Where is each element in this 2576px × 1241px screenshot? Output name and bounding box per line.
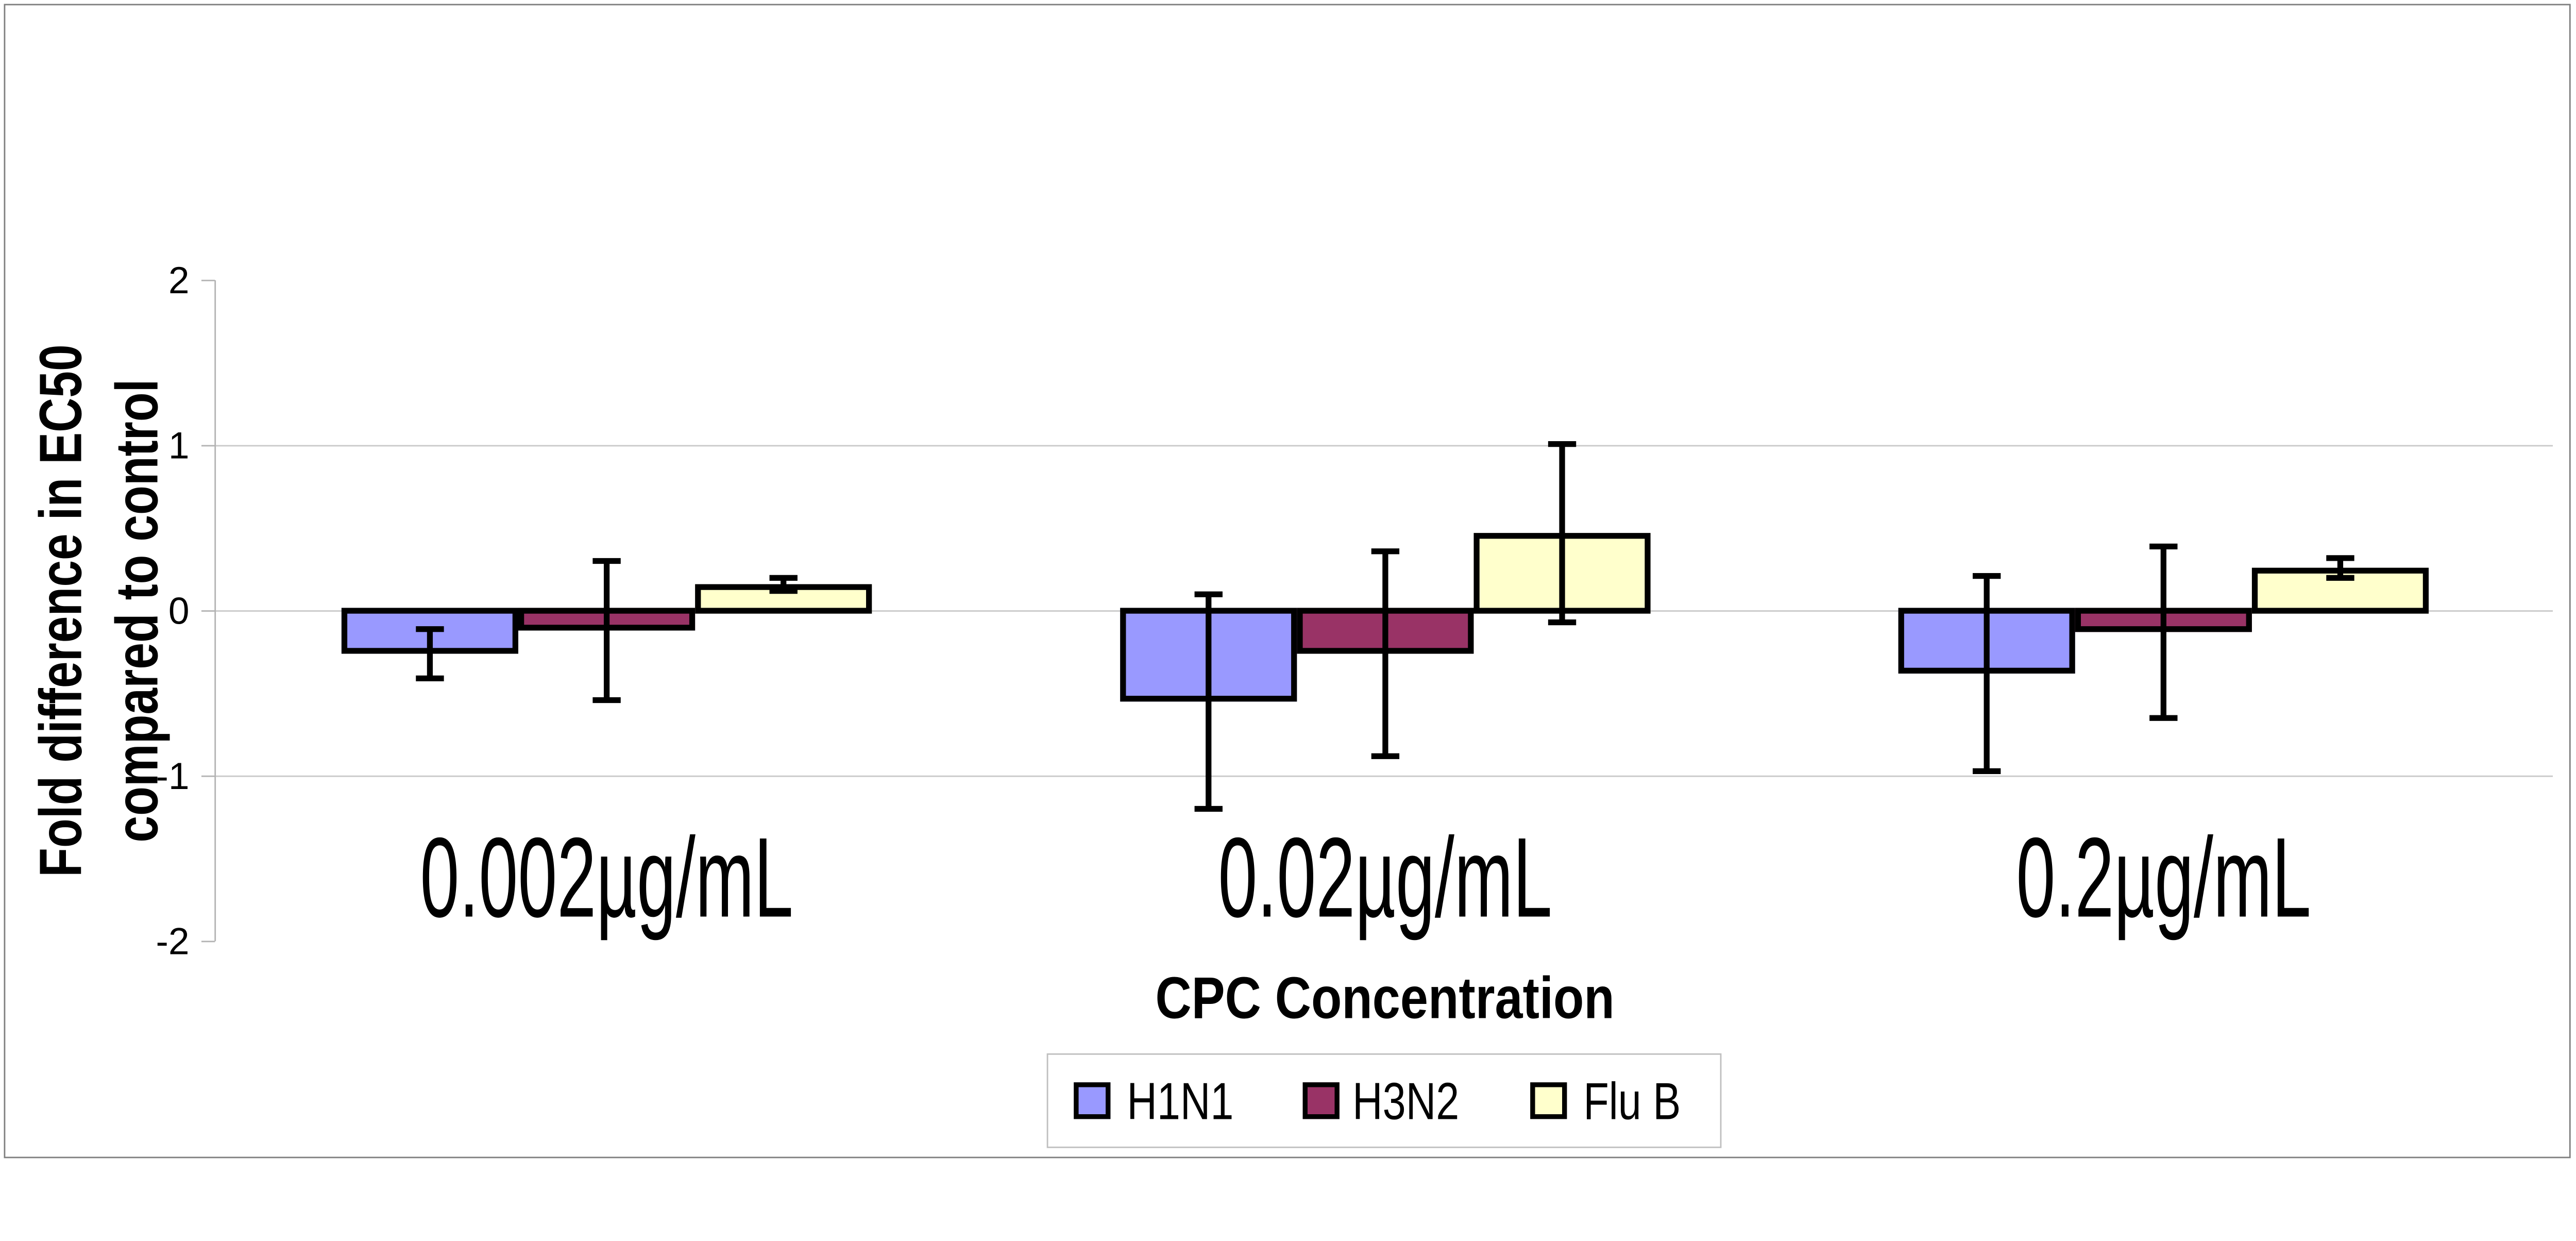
legend-label-h3n2: H3N2 — [1352, 1071, 1460, 1130]
error-bar-h1n1-0-cap-top — [416, 626, 444, 632]
y-axis-title-line2: compared to control — [104, 379, 171, 843]
y-axis-tick-2 — [201, 279, 215, 281]
error-bar-h3n2-2-line — [2160, 546, 2167, 718]
x-tick-label-text-1: 0.02µg/mL — [1218, 813, 1552, 941]
error-bar-flub-0-cap-top — [769, 575, 798, 581]
error-bar-h3n2-1-cap-top — [1371, 548, 1399, 555]
y-tick-label-2: 2 — [168, 259, 190, 301]
error-bar-flub-0-cap-bottom — [769, 588, 798, 594]
y-axis-tick--2 — [201, 940, 215, 942]
x-tick-label-2: 0.2µg/mL — [1777, 813, 2550, 941]
gridline-y1 — [215, 445, 2553, 446]
error-bar-h1n1-2-cap-top — [1973, 573, 2001, 579]
error-bar-flub-1-line — [1558, 444, 1565, 623]
error-bar-flub-1-cap-bottom — [1548, 619, 1576, 626]
y-tick-label-1: 1 — [168, 424, 190, 467]
chart-figure: 2 1 0 -1 -2 0.002µg/mL 0.02µg/mL 0.2µg/mL Fold … — [4, 4, 2571, 1159]
y-axis-tick-1 — [201, 445, 215, 446]
y-axis-tick--1 — [201, 775, 215, 777]
error-bar-flub-2-cap-top — [2326, 555, 2354, 561]
x-axis-title-text: CPC Concentration — [1155, 965, 1615, 1031]
legend-item-h3n2: H3N2 — [1352, 1055, 1555, 1147]
error-bar-h1n1-2-line — [1984, 576, 1990, 772]
error-bar-h3n2-0-cap-top — [592, 558, 621, 564]
legend-swatch-h3n2 — [1302, 1082, 1340, 1119]
error-bar-flub-0-line — [780, 577, 787, 591]
error-bar-h1n1-1-cap-bottom — [1194, 806, 1223, 812]
error-bar-h3n2-0-cap-bottom — [592, 697, 621, 703]
legend-label-flub: Flu B — [1583, 1071, 1681, 1130]
error-bar-h1n1-1-cap-top — [1194, 591, 1223, 597]
error-bar-flub-1-cap-top — [1548, 441, 1576, 447]
error-bar-h1n1-1-line — [1205, 594, 1211, 809]
legend-label-h1n1: H1N1 — [1127, 1071, 1234, 1130]
y-axis-tick-0 — [201, 610, 215, 612]
legend-item-h1n1: H1N1 — [1127, 1055, 1330, 1147]
x-tick-label-1: 0.02µg/mL — [998, 813, 1771, 941]
gridline-y-1 — [215, 775, 2553, 777]
error-bar-h3n2-2-cap-top — [2149, 543, 2178, 549]
y-axis-title-line1: Fold difference in EC50 — [27, 344, 94, 877]
y-tick-label--1: -1 — [156, 754, 190, 797]
x-tick-label-text-0: 0.002µg/mL — [420, 813, 793, 941]
error-bar-h3n2-1-cap-bottom — [1371, 753, 1399, 759]
error-bar-h3n2-1-line — [1382, 551, 1388, 757]
error-bar-h1n1-0-cap-bottom — [416, 675, 444, 682]
y-tick-label--2: -2 — [156, 919, 190, 963]
x-axis-title: CPC Concentration — [998, 964, 1771, 1031]
error-bar-flub-2-line — [2337, 558, 2344, 578]
legend: H1N1 H3N2 Flu B — [1046, 1053, 1722, 1148]
y-axis-title: Fold difference in EC50 compared to cont… — [17, 152, 181, 1069]
legend-item-flub: Flu B — [1583, 1055, 1786, 1147]
legend-swatch-flub — [1530, 1082, 1567, 1119]
y-tick-label-0: 0 — [168, 589, 190, 632]
y-axis-title-text: Fold difference in EC50 compared to cont… — [23, 344, 175, 877]
y-axis-line — [214, 280, 216, 942]
error-bar-h1n1-2-cap-bottom — [1973, 768, 2001, 774]
error-bar-h3n2-0-line — [603, 561, 610, 700]
x-tick-label-0: 0.002µg/mL — [220, 813, 993, 941]
error-bar-h1n1-0-line — [427, 629, 433, 679]
error-bar-h3n2-2-cap-bottom — [2149, 715, 2178, 722]
legend-swatch-h1n1 — [1074, 1082, 1111, 1119]
x-tick-label-text-2: 0.2µg/mL — [2016, 813, 2311, 941]
error-bar-flub-2-cap-bottom — [2326, 575, 2354, 581]
figure-border — [4, 4, 2571, 1159]
